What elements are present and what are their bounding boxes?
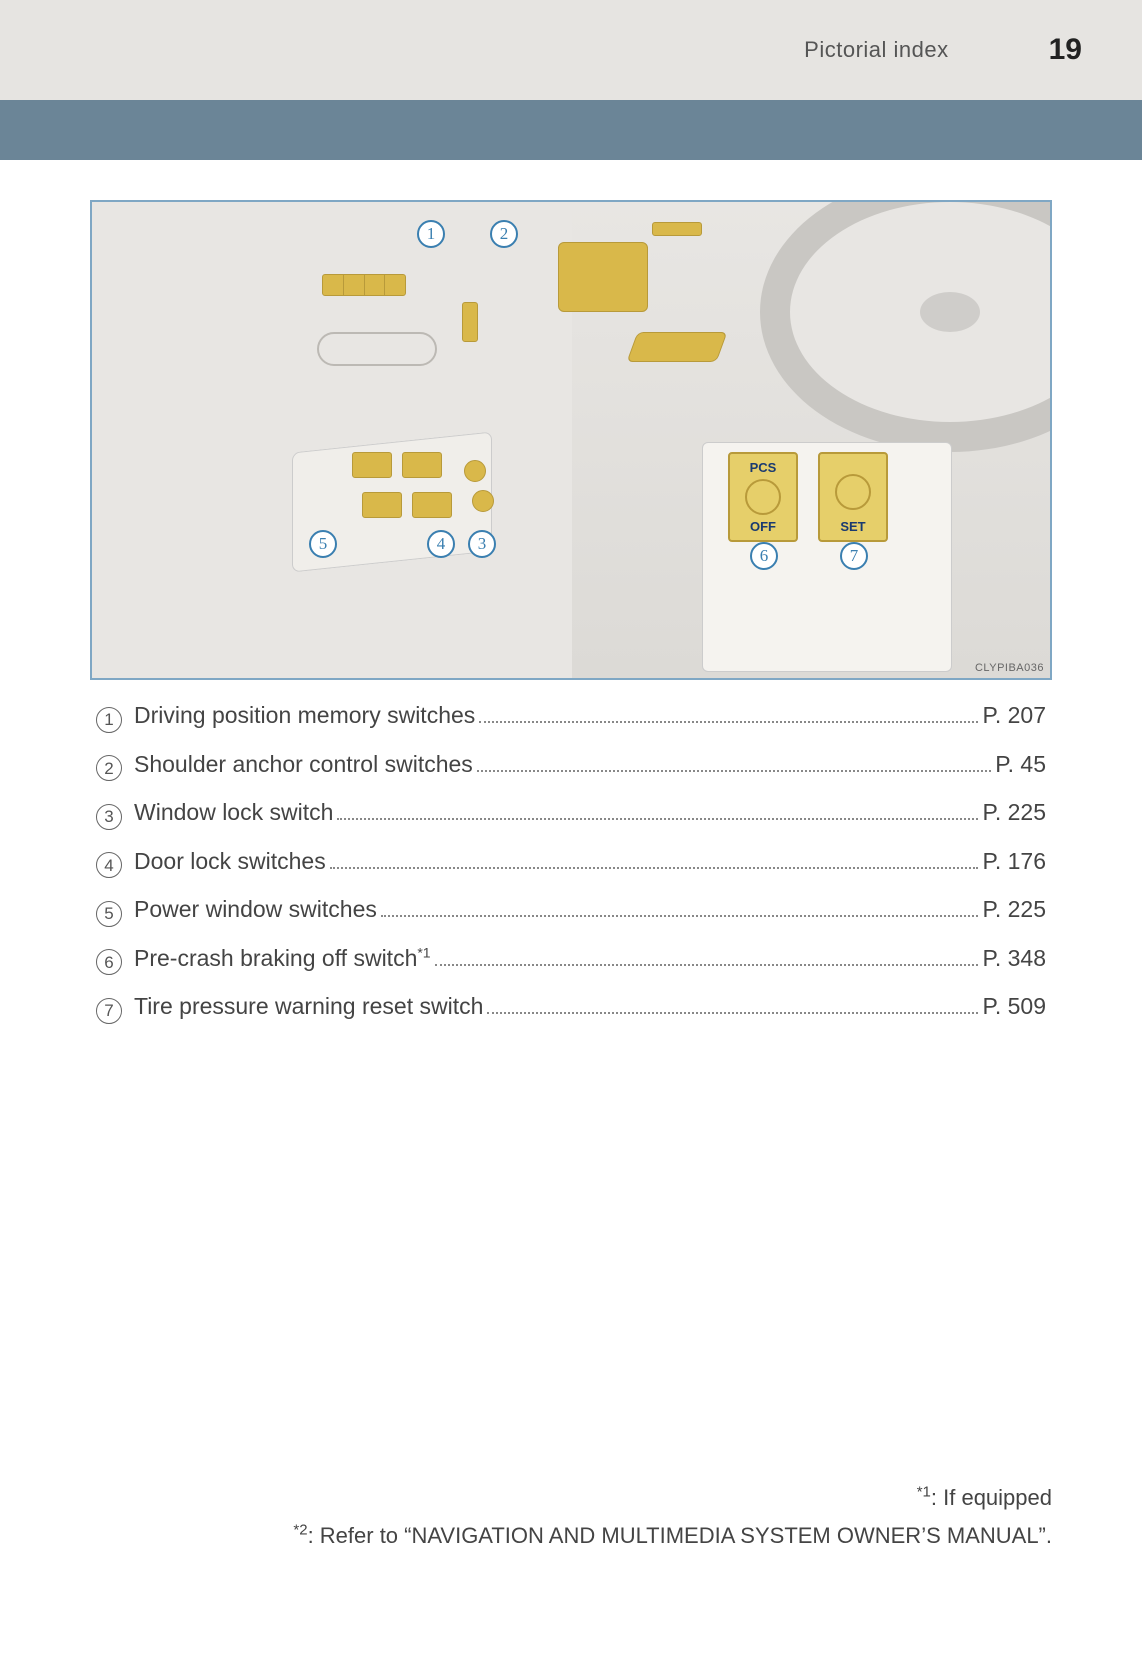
item-label-text: Pre-crash braking off switch (134, 945, 417, 971)
callout-2: 2 (490, 220, 518, 248)
item-number: 1 (96, 707, 122, 733)
page-number: 19 (1049, 33, 1082, 67)
callout-7: 7 (840, 542, 868, 570)
page-ref: P. 176 (982, 844, 1046, 879)
leader-dots (330, 867, 979, 869)
item-number: 2 (96, 755, 122, 781)
item-label: Pre-crash braking off switch*1 (134, 941, 431, 976)
item-label: Door lock switches (134, 844, 326, 879)
dash-highlight (627, 332, 728, 362)
footnote-mark: *2 (293, 1521, 307, 1538)
index-row: 3 Window lock switch P. 225 (96, 795, 1046, 830)
shoulder-switch-shape (462, 302, 478, 342)
footnote-1: *1: If equipped (90, 1479, 1052, 1516)
power-window-switch-shape (402, 452, 442, 478)
dash-highlight (652, 222, 702, 236)
item-number: 6 (96, 949, 122, 975)
leader-dots (479, 721, 978, 723)
section-band (0, 100, 1142, 160)
callout-1: 1 (417, 220, 445, 248)
illustration-code: CLYPIBA036 (975, 662, 1044, 674)
callout-3: 3 (468, 530, 496, 558)
item-number: 5 (96, 901, 122, 927)
page-ref: P. 207 (982, 698, 1046, 733)
page-ref: P. 225 (982, 795, 1046, 830)
leader-dots (381, 915, 979, 917)
footnotes: *1: If equipped *2: Refer to “NAVIGATION… (90, 1479, 1052, 1554)
set-button-circle (835, 474, 871, 510)
pcs-label: PCS (750, 460, 777, 475)
footnote-mark: *1 (917, 1484, 931, 1501)
page-header: Pictorial index 19 (0, 0, 1142, 100)
item-label: Window lock switch (134, 795, 333, 830)
item-label: Power window switches (134, 892, 377, 927)
page-ref: P. 45 (995, 747, 1046, 782)
dash-highlight (558, 242, 648, 312)
power-window-switch-shape (362, 492, 402, 518)
page-ref: P. 509 (982, 989, 1046, 1024)
leader-dots (477, 770, 991, 772)
power-window-switch-shape (352, 452, 392, 478)
callout-4: 4 (427, 530, 455, 558)
leader-dots (487, 1012, 978, 1014)
tpms-set-switch-shape: SET (818, 452, 888, 542)
item-number: 7 (96, 998, 122, 1024)
power-window-switch-shape (412, 492, 452, 518)
item-label: Shoulder anchor control switches (134, 747, 473, 782)
index-row: 1 Driving position memory switches P. 20… (96, 698, 1046, 733)
door-handle-shape (317, 332, 437, 366)
pcs-off-switch-shape: PCS OFF (728, 452, 798, 542)
section-title: Pictorial index (804, 37, 948, 63)
index-list: 1 Driving position memory switches P. 20… (90, 698, 1052, 1024)
callout-5: 5 (309, 530, 337, 558)
page-ref: P. 348 (982, 941, 1046, 976)
lock-switch-shape (464, 460, 486, 482)
item-number: 4 (96, 852, 122, 878)
memory-switches-shape (322, 274, 406, 296)
index-row: 5 Power window switches P. 225 (96, 892, 1046, 927)
footnote-text: : Refer to “NAVIGATION AND MULTIMEDIA SY… (308, 1523, 1052, 1548)
item-label: Driving position memory switches (134, 698, 475, 733)
pcs-button-circle (745, 479, 781, 515)
index-row: 6 Pre-crash braking off switch*1 P. 348 (96, 941, 1046, 976)
pcs-off-label: OFF (750, 519, 776, 534)
index-row: 4 Door lock switches P. 176 (96, 844, 1046, 879)
item-number: 3 (96, 804, 122, 830)
page-ref: P. 225 (982, 892, 1046, 927)
set-label: SET (840, 519, 865, 534)
leader-dots (337, 818, 978, 820)
index-row: 2 Shoulder anchor control switches P. 45 (96, 747, 1046, 782)
footnote-2: *2: Refer to “NAVIGATION AND MULTIMEDIA … (90, 1517, 1052, 1554)
leader-dots (435, 964, 979, 966)
index-row: 7 Tire pressure warning reset switch P. … (96, 989, 1046, 1024)
lock-switch-shape (472, 490, 494, 512)
steering-wheel-shape (760, 200, 1052, 452)
footnote-text: : If equipped (931, 1485, 1052, 1510)
callout-6: 6 (750, 542, 778, 570)
item-superscript: *1 (417, 944, 430, 960)
pictorial-illustration: PCS OFF SET 1 2 3 4 5 6 7 CLYPIBA036 (90, 200, 1052, 680)
item-label: Tire pressure warning reset switch (134, 989, 483, 1024)
content-area: PCS OFF SET 1 2 3 4 5 6 7 CLYPIBA036 1 D… (0, 160, 1142, 1024)
